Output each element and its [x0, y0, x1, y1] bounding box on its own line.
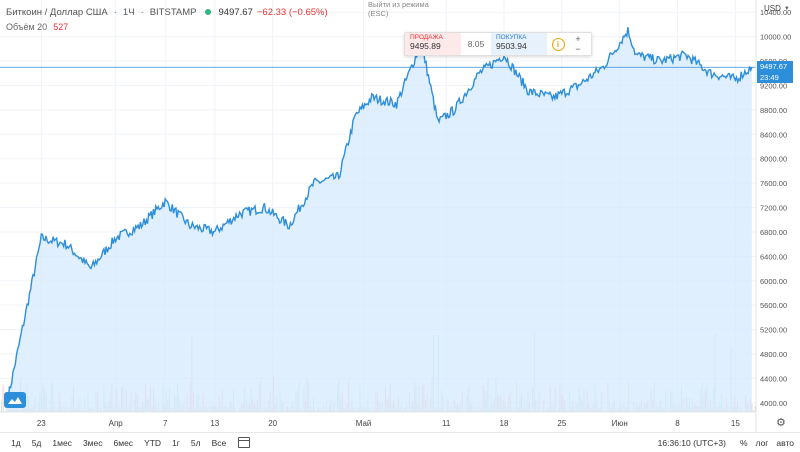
- price-tick-label: 8800.00: [760, 106, 787, 115]
- range-6m[interactable]: 6мес: [113, 437, 134, 448]
- price-tick-label: 10000.00: [760, 33, 791, 42]
- time-tick-label: 18: [500, 419, 509, 428]
- price-tick-label: 6000.00: [760, 277, 787, 286]
- range-1m[interactable]: 1мес: [52, 437, 72, 448]
- logo-icon: [8, 397, 22, 404]
- volume-bar: [5, 408, 7, 412]
- price-tick-label: 8400.00: [760, 130, 787, 139]
- bar-countdown-tag: 23:49: [757, 72, 793, 84]
- range-ytd[interactable]: YTD: [144, 437, 162, 448]
- range-1y[interactable]: 1г: [172, 437, 180, 448]
- buy-price: 9503.94: [496, 41, 527, 51]
- spread-value: 8.05: [467, 39, 485, 49]
- price-tick-label: 9200.00: [760, 81, 787, 90]
- auto-toggle[interactable]: авто: [776, 438, 794, 448]
- exchange-label: BITSTAMP: [149, 6, 197, 18]
- price-tick-label: 5200.00: [760, 326, 787, 335]
- separator: ·: [140, 6, 144, 18]
- volume-legend[interactable]: Объём 20 527: [6, 22, 68, 32]
- time-scale[interactable]: 23 Апр 7 13 20 Май 11 18 25 Июн 8 15: [37, 419, 740, 428]
- price-tick-label: 6400.00: [760, 252, 787, 261]
- volume-value: 527: [53, 22, 69, 32]
- clock-timezone[interactable]: 16:36:10 (UTC+3): [657, 438, 726, 448]
- price-tick-label: 4800.00: [760, 350, 787, 359]
- price-tick-label: 5600.00: [760, 301, 787, 310]
- price-line: [7, 27, 753, 402]
- time-tick-label: Май: [356, 419, 372, 428]
- percent-toggle[interactable]: %: [739, 438, 748, 448]
- price-change: −62.33 (−0.65%): [256, 6, 328, 18]
- last-price: 9497.67: [218, 6, 253, 18]
- range-5d[interactable]: 5д: [31, 437, 42, 448]
- time-tick-label: Июн: [612, 419, 628, 428]
- symbol-name[interactable]: Биткоин / Доллар США: [6, 6, 108, 18]
- price-chart[interactable]: 10400.0010000.009600.009200.008800.00840…: [0, 0, 800, 432]
- plus-button[interactable]: +: [575, 34, 581, 44]
- volume-bar: [2, 384, 4, 412]
- price-tick-label: 7600.00: [760, 179, 787, 188]
- log-toggle[interactable]: лог: [755, 438, 769, 448]
- buy-button[interactable]: ПОКУПКА 9503.94: [491, 33, 547, 55]
- buy-label: ПОКУПКА: [496, 34, 527, 41]
- sell-label: ПРОДАЖА: [410, 34, 443, 41]
- time-tick-label: 25: [557, 419, 566, 428]
- market-status-icon: [204, 9, 211, 15]
- info-button[interactable]: i: [547, 37, 569, 51]
- range-3m[interactable]: 3мес: [82, 437, 103, 448]
- sell-price: 9495.89: [410, 41, 441, 51]
- current-price-tag: 9497.67: [757, 61, 793, 73]
- info-icon: i: [551, 37, 565, 51]
- time-tick-label: 13: [210, 419, 219, 428]
- price-tick-label: 8000.00: [760, 155, 787, 164]
- price-area-fill: [8, 27, 752, 412]
- time-tick-label: 7: [163, 419, 168, 428]
- volume-label: Объём 20: [6, 22, 48, 32]
- price-tick-label: 4400.00: [760, 374, 787, 383]
- price-tick-label: 4000.00: [760, 399, 787, 408]
- calendar-icon[interactable]: [237, 437, 250, 448]
- chevron-down-icon: ▼: [783, 5, 790, 12]
- sell-button[interactable]: ПРОДАЖА 9495.89: [405, 33, 461, 55]
- currency-selector[interactable]: USD ▼: [764, 4, 790, 13]
- range-all[interactable]: Все: [211, 437, 227, 448]
- symbol-legend[interactable]: Биткоин / Доллар США · 1Ч · BITSTAMP 949…: [6, 4, 328, 20]
- toolbar-right: 16:36:10 (UTC+3) % лог авто: [658, 433, 800, 452]
- time-tick-label: Апр: [109, 419, 124, 428]
- time-tick-label: 15: [731, 419, 740, 428]
- time-tick-label: 11: [442, 419, 451, 428]
- volume-bar: [1, 400, 2, 412]
- time-tick-label: 23: [37, 419, 46, 428]
- minus-button[interactable]: −: [575, 44, 581, 54]
- bottom-toolbar: 1д 5д 1мес 3мес 6мес YTD 1г 5л Все 16:36…: [0, 432, 800, 452]
- gear-icon[interactable]: ⚙: [776, 417, 786, 429]
- range-1d[interactable]: 1д: [11, 437, 21, 448]
- volume-bar: [753, 410, 754, 412]
- volume-bar: [754, 406, 756, 412]
- exit-fullscreen-hint[interactable]: Выйти из режима (ESC): [368, 0, 429, 18]
- time-tick-label: 8: [675, 419, 680, 428]
- price-tick-label: 10400.00: [760, 8, 791, 17]
- price-tick-label: 7200.00: [760, 204, 787, 213]
- chart-logo[interactable]: [4, 392, 26, 408]
- time-tick-label: 20: [268, 419, 277, 428]
- separator: ·: [113, 6, 117, 18]
- range-5y[interactable]: 5л: [190, 437, 201, 448]
- interval-label[interactable]: 1Ч: [122, 6, 135, 18]
- currency-label: USD: [764, 4, 781, 13]
- price-tick-label: 6800.00: [760, 228, 787, 237]
- trade-panel: ПРОДАЖА 9495.89 8.05 ПОКУПКА 9503.94 i +…: [404, 32, 592, 56]
- quantity-stepper[interactable]: + −: [569, 34, 587, 54]
